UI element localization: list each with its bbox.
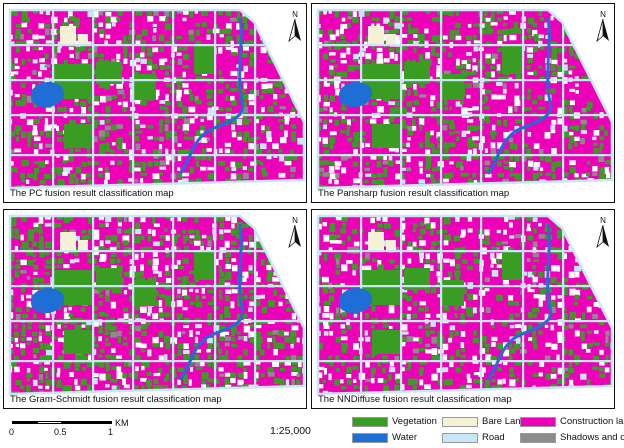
- map-caption: The Gram-Schmidt fusion result classific…: [10, 394, 222, 405]
- scale-unit: KM: [115, 418, 129, 428]
- scale-segment: [12, 421, 37, 424]
- map-caption: The NNDiffuse fusion result classificati…: [318, 394, 512, 405]
- legend-swatch: [442, 432, 478, 443]
- legend-item-vegetation: Vegetation: [352, 416, 437, 430]
- north-arrow-icon: N: [596, 10, 610, 44]
- map-panel-nndiffuse[interactable]: N The NNDiffuse fusion result classifica…: [311, 209, 615, 409]
- classification-map-pc: [8, 8, 306, 190]
- legend-swatch: [442, 416, 478, 427]
- legend-item-bare-land: Bare Land: [442, 416, 526, 430]
- map-panel-gram-schmidt[interactable]: N The Gram-Schmidt fusion result classif…: [3, 209, 307, 409]
- north-arrow-icon: N: [288, 216, 302, 250]
- scale-bar: 0 0.5 1 KM: [9, 418, 172, 443]
- map-caption: The PC fusion result classification map: [10, 188, 174, 199]
- scale-tick-label: 1: [108, 427, 114, 437]
- classification-map-pansharp: [316, 8, 614, 190]
- north-arrow-icon: N: [596, 216, 610, 250]
- classification-map-nndiffuse: [316, 214, 614, 396]
- legend-swatch: [520, 416, 556, 427]
- north-arrow-icon: N: [288, 10, 302, 44]
- legend-item-road: Road: [442, 432, 505, 446]
- map-panel-pc[interactable]: N The PC fusion result classification ma…: [3, 3, 307, 203]
- scale-tick-label: 0.5: [54, 427, 67, 437]
- legend-item-shadows-and-others: Shadows and others: [520, 432, 624, 446]
- legend-item-construction-land: Construction land: [520, 416, 624, 430]
- scale-ratio: 1:25,000: [270, 425, 311, 437]
- classification-map-gram-schmidt: [8, 214, 306, 396]
- map-panel-pansharp[interactable]: N The Pansharp fusion result classificat…: [311, 3, 615, 203]
- legend: Vegetation Bare Land Construction land W…: [352, 414, 624, 446]
- legend-swatch: [352, 432, 388, 443]
- legend-item-water: Water: [352, 432, 417, 446]
- scale-segment: [62, 421, 112, 424]
- map-grid: N The PC fusion result classification ma…: [3, 3, 618, 411]
- scale-segment: [37, 421, 62, 424]
- map-caption: The Pansharp fusion result classificatio…: [318, 188, 510, 199]
- legend-swatch: [352, 416, 388, 427]
- scale-tick-label: 0: [9, 427, 15, 437]
- legend-swatch: [520, 432, 556, 443]
